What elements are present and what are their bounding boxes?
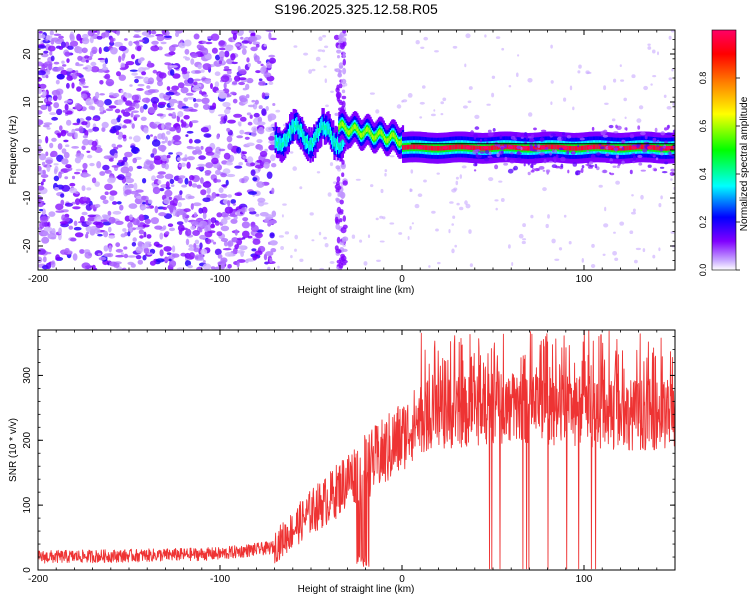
x-tick-label: 0 [399, 274, 405, 285]
chart-title: S196.2025.325.12.58.R05 [274, 1, 438, 17]
colorbar-tick-label: 0.0 [698, 264, 708, 277]
spectrogram-heatmap [38, 30, 675, 270]
x-tick-label: -200 [28, 574, 48, 585]
line-chart-x-axis-label: Height of straight line (km) [298, 584, 415, 595]
line-chart-y-axis-label: SNR (10 * v/v) [8, 418, 19, 482]
colorbar-tick-label: 0.4 [698, 168, 708, 181]
snr-line-series [38, 330, 675, 570]
y-tick-label: 100 [22, 496, 33, 513]
x-tick-label: 0 [399, 574, 405, 585]
snr-line [38, 330, 675, 570]
heatmap-x-axis-label: Height of straight line (km) [298, 285, 415, 296]
x-tick-label: -200 [28, 274, 48, 285]
y-tick-label: -20 [22, 238, 33, 253]
x-tick-label: 100 [576, 274, 593, 285]
colorbar-tick-label: 0.8 [698, 72, 708, 85]
line-chart-axes: -200 -100 0 100 0 100 200 300 [22, 330, 676, 585]
x-tick-label: -100 [210, 274, 230, 285]
y-tick-label: 10 [22, 96, 33, 108]
line-chart-frame [37, 329, 676, 571]
colorbar-ticks: 0.0 0.2 0.4 0.6 0.8 [698, 72, 740, 277]
heatmap-y-axis-label: Frequency (Hz) [8, 116, 19, 185]
y-tick-label: 300 [22, 367, 33, 384]
y-tick-label: 20 [22, 48, 33, 60]
colorbar [711, 29, 737, 271]
y-tick-label: 200 [22, 432, 33, 449]
colorbar-tick-label: 0.6 [698, 120, 708, 133]
colorbar-label: Normalized spectral amplitude [739, 96, 750, 231]
colorbar-tick-label: 0.2 [698, 216, 708, 229]
x-tick-label: -100 [210, 574, 230, 585]
y-tick-label: 0 [22, 147, 33, 153]
y-tick-label: -10 [22, 190, 33, 205]
x-tick-label: 100 [576, 574, 593, 585]
y-tick-label: 0 [22, 567, 33, 573]
